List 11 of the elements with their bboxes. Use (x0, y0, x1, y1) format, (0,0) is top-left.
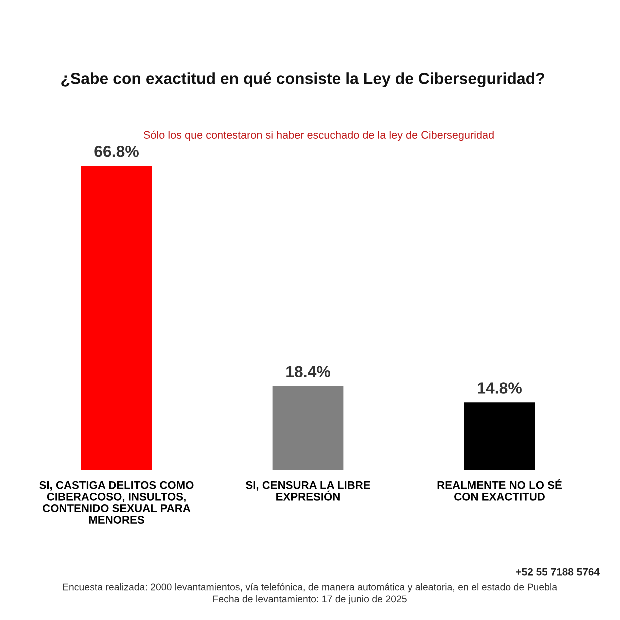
text: +52 55 7188 5764 (516, 568, 600, 576)
x-tick-label: SI, CASTIGA DELITOS COMO CIBERACOSO, INSULTOS, CONTENIDO SEXUAL PARA MENORES (40, 481, 194, 524)
data-label: 66.8% (94, 146, 139, 158)
x-tick-label: SI, CENSURA LA LIBRE EXPRESIÓN (246, 481, 370, 501)
chart-title: ¿Sabe con exactitud en qué consiste la Ley de Ciberseguridad? (62, 72, 544, 88)
data-label: 18.4% (286, 366, 330, 378)
data-label: 14.8% (478, 382, 522, 394)
text: Encuesta realizada: 2000 levantamientos, vía telefónica, de manera automática y aleatoria, en el estado de Puebla (63, 583, 558, 593)
text: Fecha de levantamiento: 17 de junio de 2025 (214, 595, 407, 605)
chart-subtitle: Sólo los que contestaron si haber escuchado de la ley de Ciberseguridad (144, 130, 494, 142)
x-tick-label: REALMENTE NO LO SÉ CON EXACTITUD (438, 479, 562, 501)
